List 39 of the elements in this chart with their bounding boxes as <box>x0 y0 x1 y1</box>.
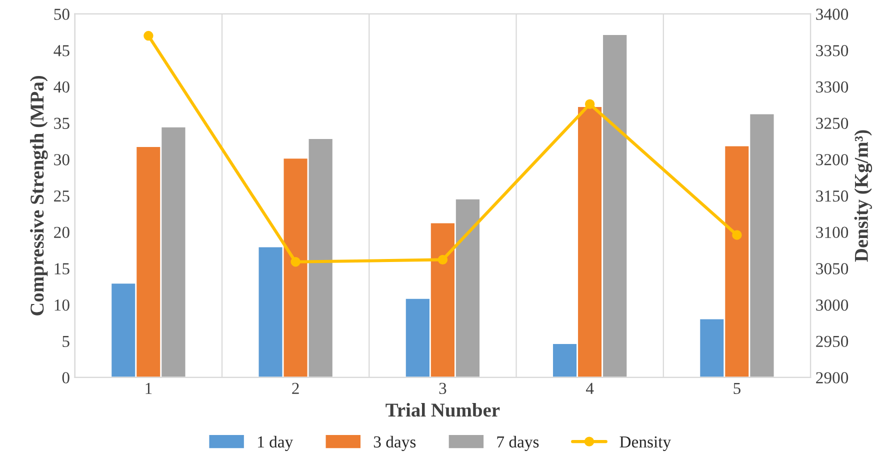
x-tick-label: 5 <box>734 382 740 394</box>
y-tick-label: 25 <box>54 190 70 202</box>
y-tick-label: 5 <box>62 336 70 348</box>
y2-tick-label: 3100 <box>816 226 848 238</box>
y2-tick-label: 3250 <box>816 118 848 129</box>
y-axis-title: Compressive Strength (MPa) <box>30 76 48 316</box>
y-tick-label: 40 <box>54 81 70 93</box>
x-axis-title: Trial Number <box>386 402 500 417</box>
y2-tick-label: 3350 <box>816 45 848 56</box>
y2-tick-label: 2900 <box>816 372 848 384</box>
legend-label: 3 days <box>374 436 416 451</box>
legend-label: 7 days <box>497 436 539 451</box>
y-tick-label: 30 <box>54 154 70 166</box>
point <box>584 99 595 109</box>
legend-label: Density <box>620 436 672 451</box>
point <box>438 254 448 265</box>
y2-tick-label: 3050 <box>816 263 848 274</box>
y-tick-label: 45 <box>54 45 70 56</box>
point <box>732 230 742 240</box>
y2-tick-label: 3400 <box>816 8 848 20</box>
y-tick-label: 20 <box>54 226 70 238</box>
y2-tick-label: 2950 <box>816 336 848 348</box>
y-tick-label: 35 <box>54 118 70 129</box>
point <box>144 30 154 41</box>
y2-tick-label: 3300 <box>816 81 848 93</box>
x-tick-label: 2 <box>292 382 299 394</box>
x-tick-label: 3 <box>439 382 446 394</box>
y-tick-label: 0 <box>62 372 70 384</box>
y-tick-label: 50 <box>54 8 70 20</box>
y2-tick-label: 3000 <box>816 299 848 311</box>
y-tick-label: 10 <box>54 299 70 311</box>
y-tick-label: 15 <box>54 263 70 274</box>
y2-tick-label: 3150 <box>816 190 848 202</box>
x-tick-label: 1 <box>146 382 152 394</box>
point <box>290 257 300 267</box>
x-tick-label: 4 <box>586 382 594 394</box>
y2-axis-title: Density (Kg/m³) <box>854 130 872 262</box>
y2-tick-label: 3200 <box>816 154 848 166</box>
legend-label: 1 day <box>258 436 294 451</box>
